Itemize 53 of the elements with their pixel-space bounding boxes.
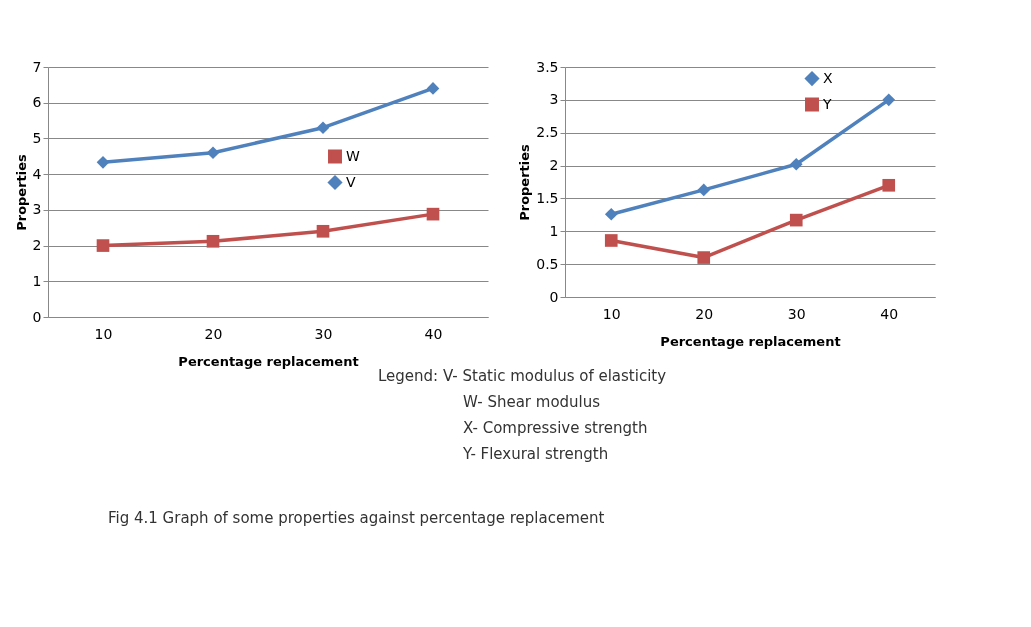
legend-label: V [346,173,356,190]
point [604,234,618,247]
x-axis-title: Percentage replacement [178,353,359,369]
x-tick-label: 10 [602,305,621,322]
y-tick-label: 1 [549,222,559,239]
point [604,207,618,221]
point [789,213,803,227]
y-tick-label: 0 [549,288,559,305]
legend-label: X [823,69,833,86]
legend-label: W [346,147,360,164]
x-tick-label: 20 [204,325,223,342]
point [882,93,896,107]
point [697,251,711,264]
text: X- Compressive strength [463,419,648,437]
y-tick-label: 2 [549,157,559,174]
y-tick-label: 2 [32,237,42,254]
y-tick-label: 4 [32,165,42,182]
point [426,207,440,221]
x-tick-label: 40 [424,325,443,342]
point [316,224,330,238]
x-tick-label: 30 [314,325,333,342]
point [206,146,220,160]
point [96,156,110,169]
caption: Fig 4.1 Graph of some properties against percentage replacement [108,509,605,527]
x-tick-label: 10 [94,325,113,342]
point [206,234,220,248]
y-axis-title: Properties [517,143,533,221]
y-axis-title: Properties [13,153,29,231]
y-tick-label: 6 [32,94,42,111]
y-tick-label: 5 [32,129,42,146]
point [96,239,110,252]
legend-label: Y [822,95,832,112]
y-tick-label: 3 [32,201,42,218]
y-tick-label: 0.5 [536,255,559,272]
y-tick-label: 3 [549,91,559,108]
y-tick-label: 1 [32,272,42,289]
text: W- Shear modulus [463,393,601,411]
text: Y- Flexural strength [462,445,609,463]
y-tick-label: 3.5 [536,58,559,75]
x-tick-label: 30 [787,305,806,322]
text: Legend: V- Static modulus of elasticity [378,367,667,385]
point [789,157,803,171]
point [426,82,440,95]
x-tick-label: 40 [880,305,899,322]
point [882,178,896,192]
x-axis-title: Percentage replacement [660,333,841,349]
y-tick-label: 0 [32,308,42,325]
point [697,183,711,197]
y-tick-label: 7 [32,58,42,75]
x-tick-label: 20 [695,305,714,322]
y-tick-label: 1.5 [536,189,559,206]
y-tick-label: 2.5 [536,124,559,141]
point [316,121,330,135]
